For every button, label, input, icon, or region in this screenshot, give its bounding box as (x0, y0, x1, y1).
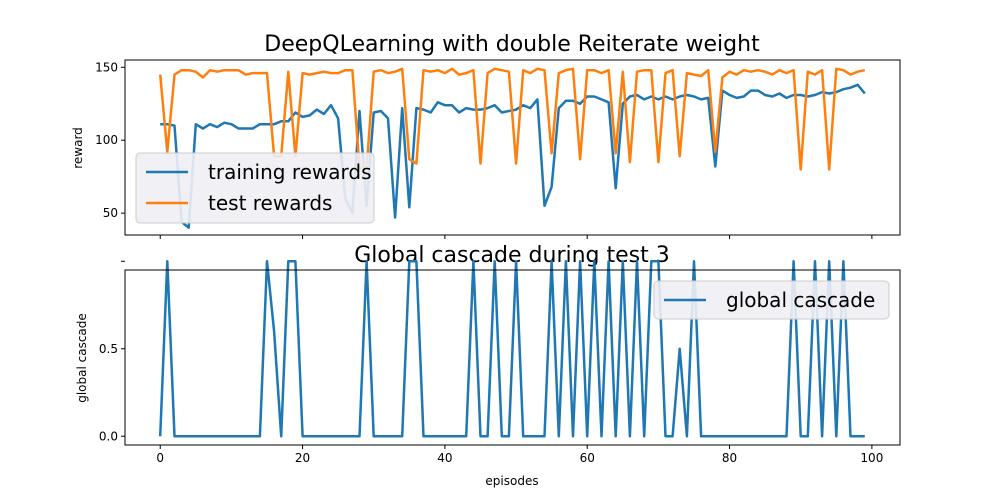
reward-tick-group: 50 100 150 (95, 60, 873, 239)
y-tick-label: 0.0 (99, 429, 118, 443)
reward-subplot: DeepQLearning with double Reiterate weig… (71, 32, 901, 239)
y-tick-label: 0.5 (99, 342, 118, 356)
legend-label: test rewards (208, 191, 332, 215)
x-tick-label: 40 (437, 451, 452, 465)
y-tick-label: 50 (103, 206, 118, 220)
legend-label: global cascade (726, 288, 875, 312)
reward-legend: training rewards test rewards (135, 152, 375, 224)
cascade-subplot: Global cascade during test 3 0 20 40 60 80 10… (75, 243, 901, 488)
x-tick-label: 100 (860, 451, 883, 465)
cascade-plot-frame (124, 269, 901, 446)
legend-label: training rewards (208, 160, 372, 184)
cascade-y-axis-label: global cascade (75, 313, 89, 403)
cascade-tick-group: 0 20 40 60 80 100 0.0 0.5 (99, 260, 883, 465)
cascade-lines (158, 260, 865, 438)
y-tick-label: 150 (95, 60, 118, 74)
reward-plot-frame (124, 59, 901, 236)
cascade-legend: global cascade (653, 280, 890, 320)
legend-box (653, 280, 890, 320)
x-tick-label: 80 (722, 451, 737, 465)
y-tick-label: 100 (95, 133, 118, 147)
episodes-x-axis-label: episodes (485, 474, 538, 488)
reward-y-axis-label: reward (71, 127, 85, 169)
x-tick-label: 20 (295, 451, 310, 465)
cascade-chart-title: Global cascade during test 3 (354, 243, 670, 268)
x-tick-label: 60 (580, 451, 595, 465)
global-cascade-line (158, 260, 865, 438)
reward-chart-title: DeepQLearning with double Reiterate weig… (264, 32, 760, 57)
legend-box (135, 152, 375, 224)
x-tick-label: 0 (156, 451, 164, 465)
